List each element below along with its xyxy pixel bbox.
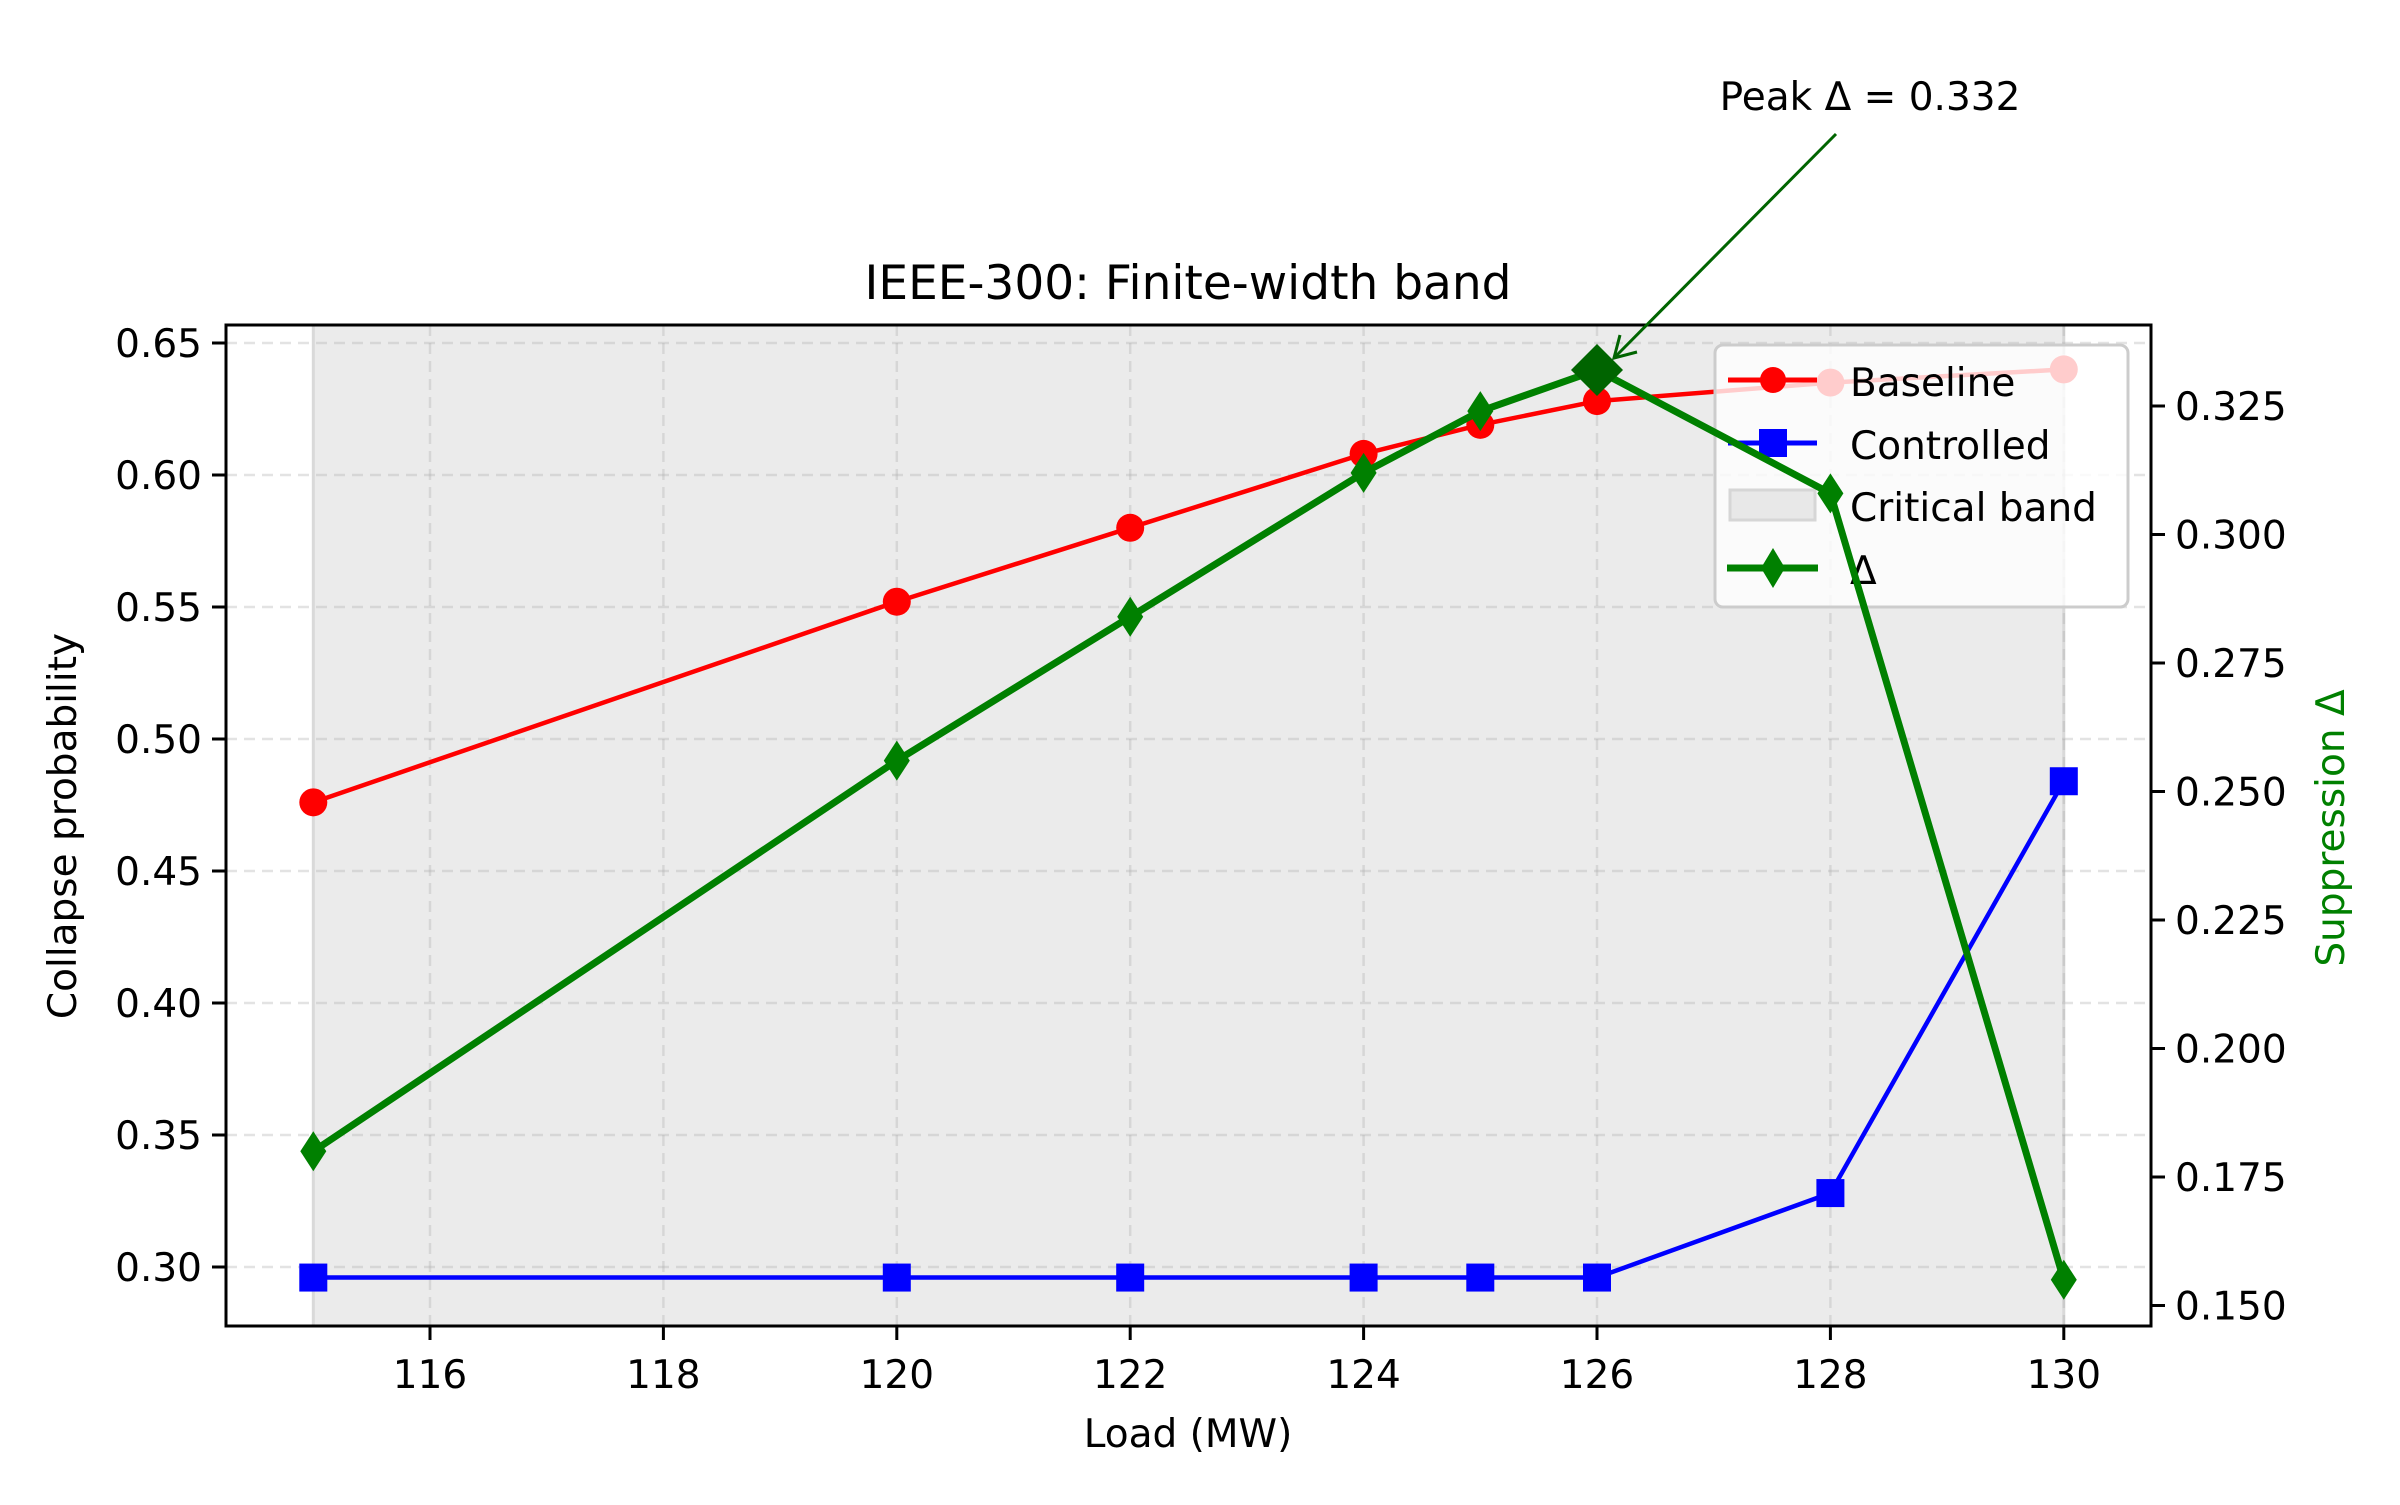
legend-label-baseline: Baseline (1850, 361, 2015, 406)
peak-annotation: Peak Δ = 0.332 (1611, 75, 2021, 361)
series-controlled (299, 767, 2078, 1292)
x-tick-label: 116 (393, 1353, 467, 1398)
data-point (2049, 767, 2078, 796)
y-axis-left: 0.30 0.35 0.40 0.45 0.50 0.55 0.60 0.65 (115, 322, 226, 1291)
data-point (1116, 513, 1145, 542)
x-tick-label: 126 (1560, 1353, 1634, 1398)
x-tick-label: 122 (1093, 1353, 1167, 1398)
legend-label-critical-band: Critical band (1850, 486, 2097, 531)
arrow-head-icon (1611, 334, 1638, 361)
y-tick-label-right: 0.175 (2175, 1156, 2287, 1201)
data-point (882, 587, 911, 616)
annotation-text: Peak Δ = 0.332 (1720, 75, 2021, 120)
data-point (1116, 1263, 1145, 1292)
legend-label-controlled: Controlled (1850, 424, 2051, 469)
chart-title: IEEE-300: Finite-width band (865, 256, 1512, 311)
y-tick-label-left: 0.60 (115, 454, 202, 499)
annotation-arrow (1614, 132, 1838, 358)
data-point (1583, 1263, 1611, 1292)
y-tick-label-right: 0.325 (2175, 385, 2287, 430)
x-axis: 116 118 120 122 124 126 128 130 (393, 1326, 2101, 1398)
data-point (1583, 387, 1611, 416)
y-tick-label-left: 0.40 (115, 982, 202, 1027)
data-point (2050, 1259, 2077, 1300)
y-tick-label-left: 0.55 (115, 586, 202, 631)
legend-item-controlled: Controlled (1728, 424, 2051, 469)
legend-item-baseline: Baseline (1728, 361, 2015, 406)
y-tick-label-right: 0.300 (2175, 514, 2287, 559)
diamond-marker-icon (1761, 548, 1785, 588)
data-point (883, 740, 910, 781)
y-tick-label-left: 0.45 (115, 850, 202, 895)
data-point (1349, 1263, 1378, 1292)
x-axis-label: Load (MW) (1084, 1412, 1293, 1457)
x-tick-label: 130 (2027, 1353, 2101, 1398)
data-point (1466, 1263, 1495, 1292)
data-point (1816, 1179, 1845, 1208)
data-point (1117, 596, 1144, 637)
legend-item-critical-band: Critical band (1728, 486, 2097, 531)
data-point (299, 788, 328, 817)
data-point (882, 1263, 911, 1292)
y-axis-label-left: Collapse probability (41, 633, 86, 1019)
y-tick-label-right: 0.225 (2175, 899, 2287, 944)
x-tick-label: 124 (1326, 1353, 1400, 1398)
band-swatch-icon (1728, 488, 1817, 522)
y-tick-label-left: 0.65 (115, 322, 202, 367)
y-tick-label-left: 0.35 (115, 1114, 202, 1159)
data-point (300, 1131, 327, 1172)
y-tick-label-right: 0.250 (2175, 771, 2287, 816)
data-point (1350, 452, 1377, 493)
y-axis-right: 0.150 0.175 0.200 0.225 0.250 0.275 0.300 0.325 (2151, 385, 2287, 1330)
square-marker-icon (1759, 429, 1787, 457)
data-point (1467, 391, 1494, 432)
y-tick-label-left: 0.50 (115, 718, 202, 763)
x-tick-label: 120 (860, 1353, 934, 1398)
data-point (1817, 473, 1844, 514)
x-tick-label: 118 (626, 1353, 700, 1398)
right-axis-series (300, 344, 2077, 1300)
data-point (299, 1263, 328, 1292)
y-tick-label-right: 0.150 (2175, 1285, 2287, 1330)
x-tick-label: 128 (1793, 1353, 1867, 1398)
y-tick-label-left: 0.30 (115, 1246, 202, 1291)
y-tick-label-right: 0.200 (2175, 1028, 2287, 1073)
peak-marker (1571, 344, 1623, 397)
axes-frame (224, 323, 2153, 1328)
y-tick-label-right: 0.275 (2175, 642, 2287, 687)
series-delta (300, 350, 2077, 1300)
legend: Baseline Controlled Critical band Δ (1713, 343, 2130, 609)
circle-marker-icon (1760, 367, 1786, 393)
y-axis-label-right: Suppression Δ (2309, 689, 2354, 967)
